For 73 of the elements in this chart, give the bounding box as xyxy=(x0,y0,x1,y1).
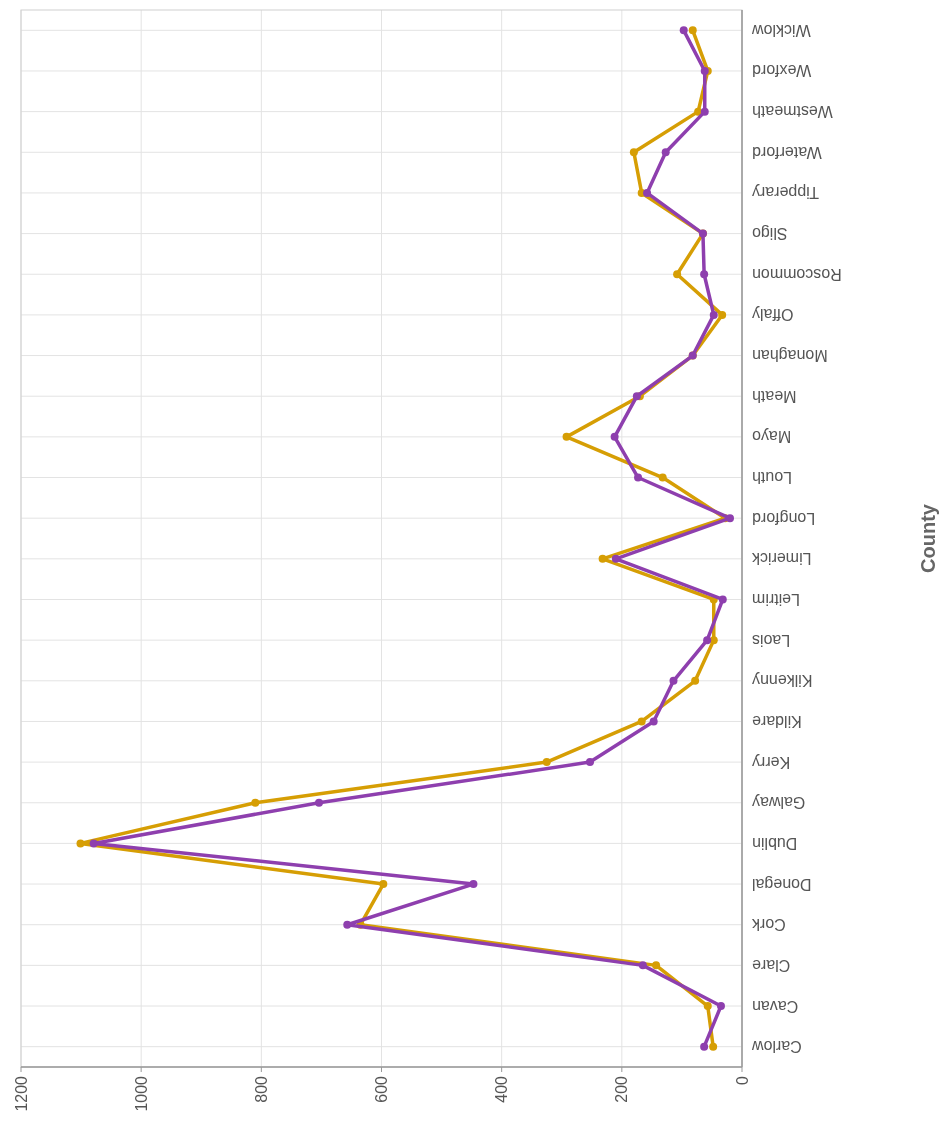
point xyxy=(700,107,709,116)
y-tick-label: Kerry xyxy=(752,753,791,771)
y-tick-label: Carlow xyxy=(751,1038,802,1056)
point xyxy=(700,1042,709,1051)
y-tick-label: Wexford xyxy=(752,62,812,80)
point xyxy=(629,148,638,157)
x-tick-label: 0 xyxy=(733,1075,751,1085)
y-tick-label: Donegal xyxy=(752,875,812,893)
point xyxy=(643,188,652,197)
point xyxy=(716,1002,725,1011)
point xyxy=(673,270,682,279)
x-tick-label: 1000 xyxy=(132,1075,150,1112)
y-tick-label: Mayo xyxy=(751,428,792,446)
point xyxy=(251,798,260,807)
point xyxy=(343,920,352,929)
point xyxy=(718,310,727,319)
point xyxy=(76,839,85,848)
point xyxy=(89,839,98,848)
point xyxy=(315,798,324,807)
point xyxy=(658,473,667,482)
x-tick-label: 800 xyxy=(252,1075,270,1103)
y-tick-label: Limerick xyxy=(751,550,812,568)
y-tick-label: Louth xyxy=(752,469,793,487)
point xyxy=(637,717,646,726)
point xyxy=(638,961,647,970)
y-tick-label: Laois xyxy=(752,631,791,649)
point xyxy=(562,432,571,441)
point xyxy=(694,107,703,116)
x-tick-label: 200 xyxy=(613,1075,631,1103)
x-tick-label: 400 xyxy=(493,1075,511,1103)
point xyxy=(703,636,712,645)
y-tick-label: Offaly xyxy=(752,306,794,324)
y-tick-label: Cavan xyxy=(752,997,799,1015)
y-tick-label: Westmeath xyxy=(752,103,833,121)
point xyxy=(598,554,607,563)
point xyxy=(661,148,670,157)
y-tick-label: Kildare xyxy=(751,712,802,730)
x-tick-label: 600 xyxy=(373,1075,390,1103)
y-tick-label: Tipperary xyxy=(752,184,819,202)
y-tick-label: Wicklow xyxy=(751,21,811,39)
y-tick-label: Waterford xyxy=(752,143,822,161)
point xyxy=(688,26,697,35)
y-tick-label: Meath xyxy=(752,387,797,405)
y-tick-label: Roscommon xyxy=(752,265,842,283)
point xyxy=(691,676,700,685)
point xyxy=(679,26,688,35)
point xyxy=(611,554,620,563)
point xyxy=(634,473,643,482)
x-tick-label: 1200 xyxy=(12,1075,30,1112)
y-tick-label: Kilkenny xyxy=(752,672,813,690)
y-tick-label: Clare xyxy=(751,956,791,974)
y-tick-label: Dublin xyxy=(752,834,798,852)
point xyxy=(703,1002,712,1011)
point xyxy=(469,880,478,889)
y-tick-label: Sligo xyxy=(751,225,788,243)
point xyxy=(585,758,594,767)
point xyxy=(709,1042,718,1051)
point xyxy=(709,310,718,319)
y-tick-label: Leitrim xyxy=(752,590,801,608)
point xyxy=(649,717,658,726)
point xyxy=(709,636,718,645)
point xyxy=(718,595,727,604)
point xyxy=(700,270,709,279)
point xyxy=(542,758,551,767)
point xyxy=(669,676,678,685)
y-tick-label: Cork xyxy=(751,916,786,934)
point xyxy=(379,880,388,889)
point xyxy=(610,432,619,441)
y-axis-title: County xyxy=(917,503,939,573)
y-tick-label: Galway xyxy=(752,794,806,812)
y-tick-label: Longford xyxy=(752,509,816,527)
y-tick-label: Monaghan xyxy=(752,347,828,365)
point xyxy=(652,961,661,970)
